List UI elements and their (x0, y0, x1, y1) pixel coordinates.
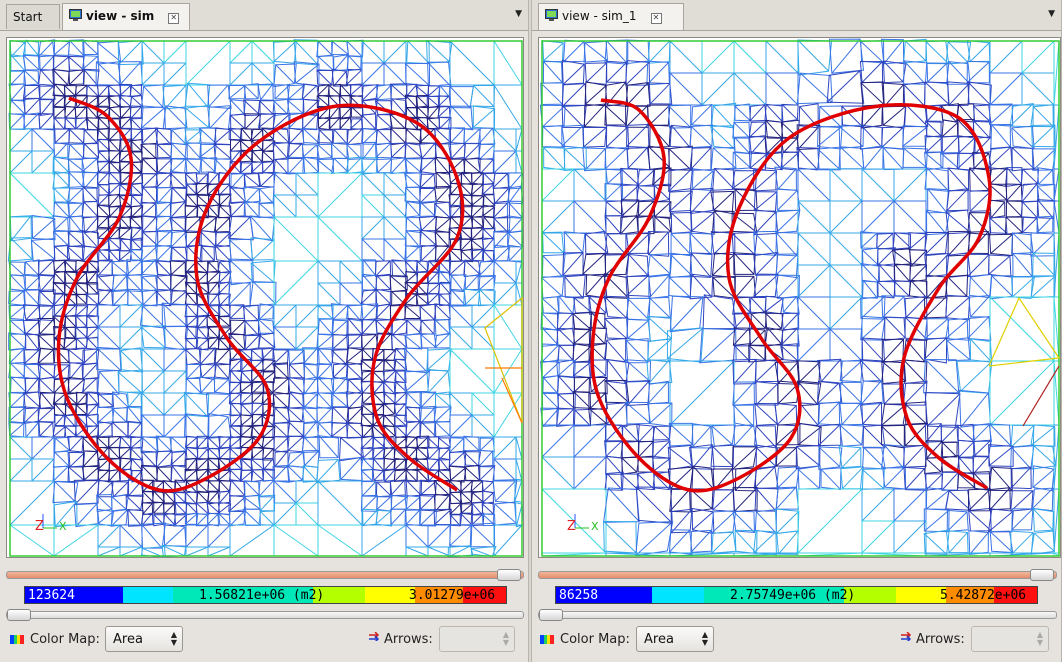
tab-view-sim-1[interactable]: view - sim_1 ✕ (538, 3, 684, 30)
left-lower-range-slider[interactable] (6, 609, 524, 621)
right-colorbar-min: 86258 (559, 588, 599, 603)
right-lower-range-slider[interactable] (538, 609, 1057, 621)
left-color-map-label: Color Map: (30, 632, 100, 647)
view-monitor-icon (545, 9, 558, 22)
left-colorbar: 123624 1.56821e+06 (m2) 3.01279e+06 (24, 586, 507, 604)
left-colorbar-min: 123624 (28, 588, 75, 603)
mesh-grid (539, 38, 1060, 557)
left-color-map-select[interactable]: Area ▲ ▼ (105, 626, 183, 652)
left-lower-slider-handle[interactable] (7, 609, 31, 621)
color-map-icon (10, 635, 24, 644)
right-colorbar-max: 5.42872e+06 (940, 588, 1027, 603)
left-tab-bar: Start view - sim ✕ ▼ (0, 0, 528, 31)
tab-list-menu-icon[interactable]: ▼ (1048, 9, 1055, 19)
tab-list-menu-icon[interactable]: ▼ (515, 9, 522, 19)
color-map-icon (540, 635, 554, 644)
arrows-icon (901, 632, 912, 641)
left-upper-range-slider[interactable] (6, 569, 524, 581)
right-arrows-label: Arrows: (916, 632, 965, 647)
left-arrows-label: Arrows: (384, 632, 433, 647)
close-tab-icon[interactable]: ✕ (168, 13, 180, 24)
tab-start[interactable]: Start (6, 4, 60, 29)
right-tab-bar: view - sim_1 ✕ ▼ (532, 0, 1061, 31)
spinner-arrows-icon: ▲ ▼ (1036, 630, 1043, 647)
close-tab-icon[interactable]: ✕ (650, 13, 662, 24)
axis-z-label: Z (567, 519, 576, 534)
axis-x-label: X (591, 520, 599, 533)
left-toolbar: Color Map: Area ▲ ▼ Arrows: ▲ ▼ (0, 626, 528, 652)
domain-boundary (541, 40, 1060, 557)
right-color-map-select[interactable]: Area ▲ ▼ (636, 626, 714, 652)
right-lower-slider-handle[interactable] (539, 609, 563, 621)
view-monitor-icon (69, 9, 82, 22)
left-colorbar-max: 3.01279e+06 (409, 588, 496, 603)
arrows-icon (369, 632, 380, 641)
right-upper-slider-handle[interactable] (1030, 569, 1054, 581)
right-colorbar: 86258 2.75749e+06 (m2) 5.42872e+06 (555, 586, 1038, 604)
right-arrows-select[interactable]: ▲ ▼ (971, 626, 1049, 652)
left-arrows-select[interactable]: ▲ ▼ (439, 626, 515, 652)
tab-view-sim-1-label: view - sim_1 (562, 9, 637, 23)
left-upper-slider-handle[interactable] (497, 569, 521, 581)
right-colorbar-mid: 2.75749e+06 (m2) (730, 588, 856, 603)
interface-curve (56, 96, 465, 493)
axis-x-label: X (59, 520, 67, 533)
mesh-grid (7, 39, 523, 557)
interface-curve (590, 98, 992, 493)
axis-z-label: Z (35, 519, 44, 534)
right-color-map-value: Area (644, 632, 674, 647)
left-colorbar-mid: 1.56821e+06 (m2) (199, 588, 325, 603)
spinner-arrows-icon: ▲ ▼ (502, 630, 509, 647)
tab-start-label: Start (13, 10, 43, 24)
spinner-arrows-icon: ▲ ▼ (701, 630, 708, 647)
left-color-map-value: Area (113, 632, 143, 647)
right-upper-range-slider[interactable] (538, 569, 1057, 581)
tab-view-sim[interactable]: view - sim ✕ (62, 3, 190, 30)
tab-view-sim-label: view - sim (86, 9, 155, 23)
right-toolbar: Color Map: Area ▲ ▼ Arrows: ▲ ▼ (532, 626, 1061, 652)
spinner-arrows-icon: ▲ ▼ (170, 630, 177, 647)
right-color-map-label: Color Map: (560, 632, 630, 647)
